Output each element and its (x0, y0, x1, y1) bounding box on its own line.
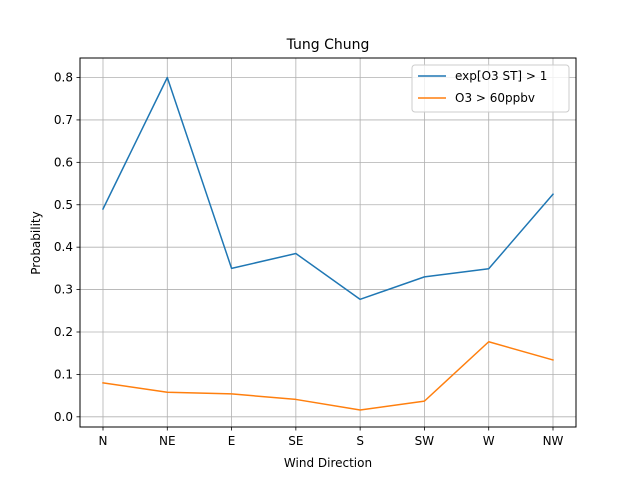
x-tick-label: NE (159, 434, 176, 448)
y-tick-label: 0.0 (54, 410, 73, 424)
grid-lines (80, 58, 576, 427)
x-tick-label: S (356, 434, 364, 448)
x-tick-label: NW (543, 434, 564, 448)
y-tick-label: 0.5 (54, 198, 73, 212)
legend-box (411, 64, 570, 113)
legend-label-series-1: exp[O3 ST] > 1 (455, 69, 547, 83)
x-tick-label: W (483, 434, 495, 448)
series-layer (101, 76, 555, 411)
axes: N NE E SE S SW W NW 0.0 0.1 0.2 0.3 0.4 0.5 0.6 0.7 0.8 (54, 71, 564, 448)
x-axis-label: Wind Direction (284, 456, 372, 470)
x-tick-label: SE (288, 434, 303, 448)
y-tick-label: 0.3 (54, 283, 73, 297)
series-line-2 (102, 341, 554, 411)
y-tick-label: 0.8 (54, 71, 73, 85)
y-tick-label: 0.4 (54, 240, 73, 254)
chart-title: Tung Chung (286, 37, 370, 53)
y-tick-label: 0.7 (54, 113, 73, 127)
x-tick-label: SW (415, 434, 435, 448)
y-tick-label: 0.1 (54, 367, 73, 381)
x-tick-label: E (228, 434, 236, 448)
y-axis-label: Probability (29, 211, 43, 274)
series-line-1 (101, 76, 555, 301)
plot-frame (79, 57, 577, 428)
legend: exp[O3 ST] > 1 O3 > 60ppbv (411, 64, 570, 113)
legend-label-series-2: O3 > 60ppbv (455, 91, 535, 105)
y-tick-label: 0.6 (54, 155, 73, 169)
x-tick-label: N (99, 434, 108, 448)
y-tick-label: 0.2 (54, 325, 73, 339)
